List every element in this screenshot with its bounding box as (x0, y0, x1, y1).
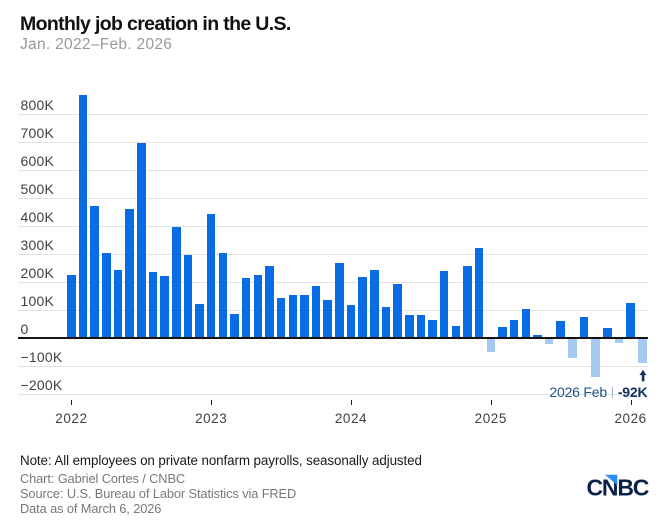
svg-text:CNBC: CNBC (587, 475, 649, 501)
